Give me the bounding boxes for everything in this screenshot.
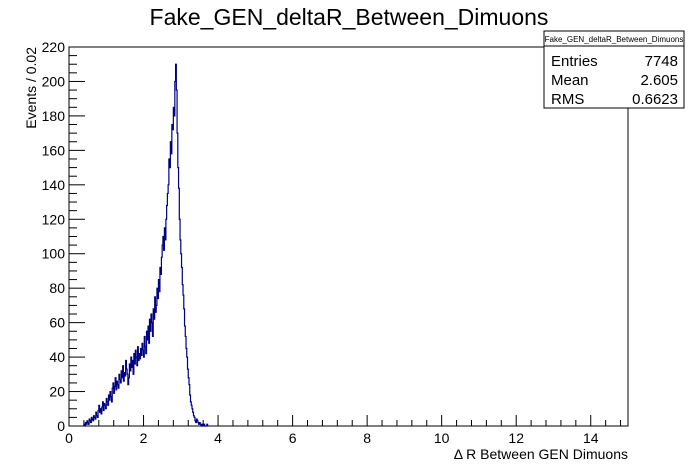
chart-title: Fake_GEN_deltaR_Between_Dimuons [150,4,549,30]
x-tick-label: 12 [508,430,524,446]
stats-entries-value: 7748 [645,53,678,70]
stats-rms-label: RMS [551,91,584,108]
y-tick-label: 40 [49,349,65,365]
stats-entries-label: Entries [551,53,598,70]
y-tick-label: 80 [49,280,65,296]
y-tick-label: 0 [57,418,65,434]
y-tick-label: 140 [42,177,66,193]
y-tick-label: 20 [49,384,65,400]
stats-name: Fake_GEN_deltaR_Between_Dimuons [545,35,684,44]
y-axis: 0 20 40 60 80 100 120 140 160 180 200 220 [42,39,85,434]
x-tick-label: 0 [65,430,73,446]
y-tick-label: 180 [42,108,66,124]
y-axis-label: Events / 0.02 [23,47,39,129]
histogram-line [83,63,209,427]
x-tick-label: 2 [140,430,148,446]
y-tick-label: 60 [49,315,65,331]
stats-rms-value: 0.6623 [632,91,678,108]
y-tick-label: 100 [42,246,66,262]
y-tick-label: 220 [42,39,66,55]
x-tick-label: 6 [289,430,297,446]
x-tick-label: 4 [214,430,222,446]
y-tick-label: 200 [42,73,66,89]
x-axis-label: Δ R Between GEN Dimuons [454,446,628,462]
x-tick-label: 10 [434,430,450,446]
y-tick-label: 160 [42,142,66,158]
stats-mean-value: 2.605 [640,72,678,89]
x-axis: 0 2 4 6 8 10 12 14 [65,415,622,446]
stats-box: Fake_GEN_deltaR_Between_Dimuons Entries … [543,30,685,109]
y-tick-label: 120 [42,211,66,227]
stats-mean-label: Mean [551,72,589,89]
x-tick-label: 8 [363,430,371,446]
x-tick-label: 14 [583,430,599,446]
